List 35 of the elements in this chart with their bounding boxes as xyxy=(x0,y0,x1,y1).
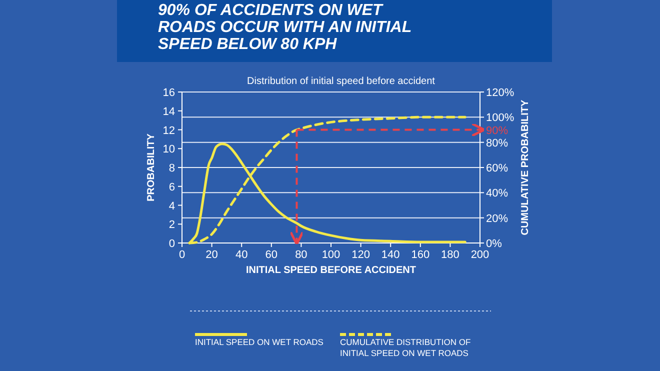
y2-tick-label: 80% xyxy=(486,137,508,150)
chart-subtitle: Distribution of initial speed before accident xyxy=(247,76,436,87)
y2-tick-label: 120% xyxy=(486,87,514,99)
ref-line-label: 90% xyxy=(486,124,508,137)
y-tick-label: 14 xyxy=(162,106,175,118)
y-tick-label: 6 xyxy=(168,181,175,194)
x-tick-label: 120 xyxy=(352,249,370,261)
x-tick-label: 140 xyxy=(381,249,400,261)
y2-axis-title: CUMULATIVE PROBABILITY xyxy=(520,99,531,236)
y-tick-label: 12 xyxy=(162,124,175,137)
y2-tick-label: 20% xyxy=(486,212,508,225)
legend-label: INITIAL SPEED ON WET ROADS xyxy=(195,337,324,347)
y2-tick-label: 0% xyxy=(486,238,502,250)
x-tick-label: 80 xyxy=(295,249,308,261)
x-tick-label: 60 xyxy=(265,249,278,261)
x-axis-title: INITIAL SPEED BEFORE ACCIDENT xyxy=(246,265,416,276)
y-tick-label: 4 xyxy=(168,200,175,212)
chart-title: 90% OF ACCIDENTS ON WET ROADS OCCUR WITH AN INITIAL SPEED BELOW 80 KPH xyxy=(158,2,412,53)
x-tick-label: 200 xyxy=(470,249,490,261)
x-tick-label: 40 xyxy=(235,249,248,261)
y2-tick-label: 40% xyxy=(486,188,508,200)
x-tick-label: 0 xyxy=(178,249,186,261)
y2-tick-label: 100% xyxy=(486,112,514,124)
y2-tick-label: 60% xyxy=(486,162,508,174)
legend-label: CUMULATIVE DISTRIBUTION OF INITIAL SPEED ON WET ROADS xyxy=(340,337,471,358)
y-tick-label: 16 xyxy=(162,87,175,99)
y-tick-label: 0 xyxy=(168,238,175,250)
y-axis-title: PROBABILITY xyxy=(146,133,157,202)
x-tick-label: 20 xyxy=(206,249,218,261)
x-tick-label: 160 xyxy=(411,249,430,261)
x-tick-label: 100 xyxy=(322,249,340,261)
x-tick-label: 180 xyxy=(441,249,460,261)
y-tick-label: 10 xyxy=(162,144,175,156)
y-tick-label: 8 xyxy=(168,162,175,174)
y-tick-label: 2 xyxy=(168,219,175,232)
